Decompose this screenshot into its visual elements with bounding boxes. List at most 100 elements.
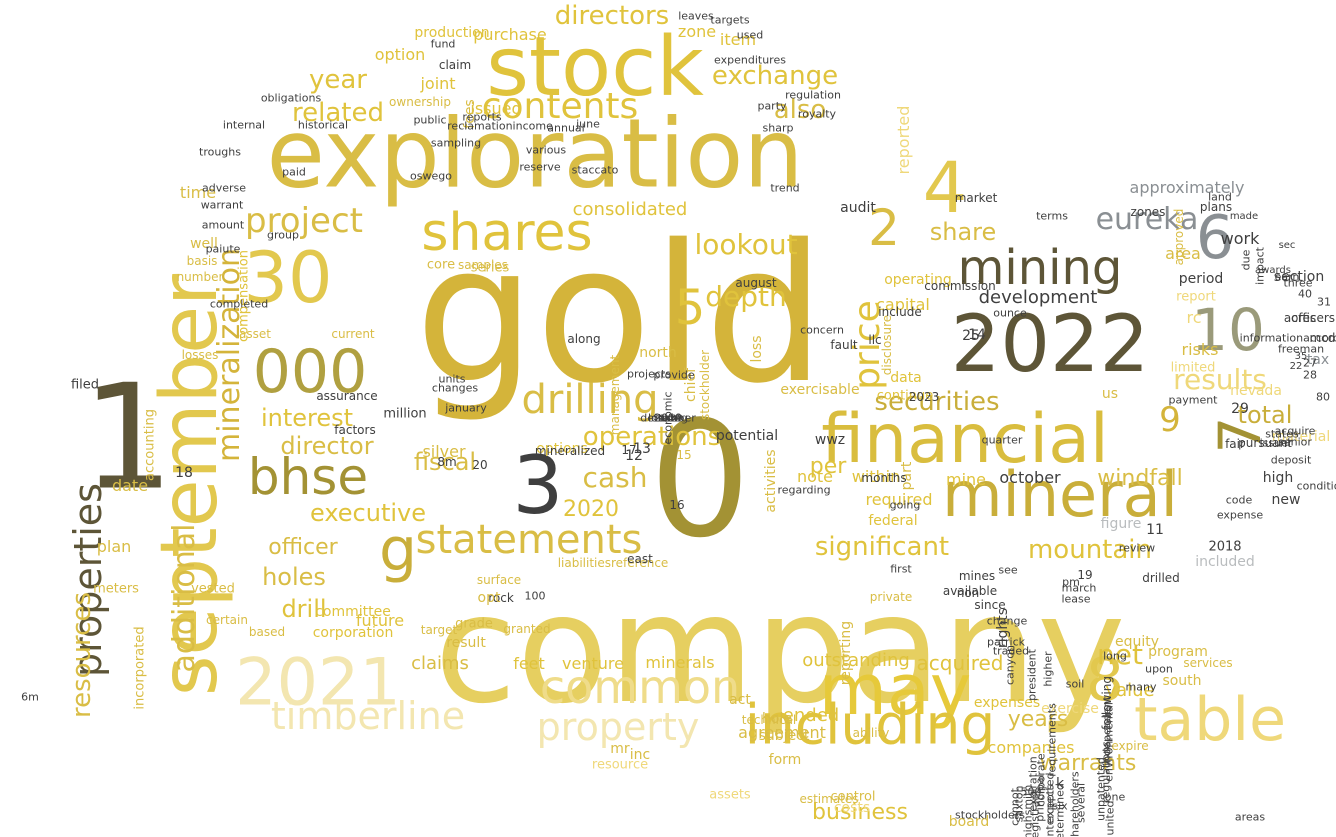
word-costs: costs [833, 800, 871, 816]
word-act: act [729, 692, 751, 708]
word-may: may [818, 649, 972, 731]
word-8m: 8m [437, 455, 457, 469]
word-common: common [539, 660, 741, 714]
word-claims: claims [411, 653, 469, 674]
word-compensation: compensation [236, 250, 252, 342]
word-llc: llc [868, 333, 882, 347]
word-depth: depth [705, 280, 787, 313]
word-29: 29 [1231, 401, 1249, 417]
word-liabilitiesreference: liabilitiesreference [557, 556, 669, 570]
word-exchange: exchange [711, 61, 839, 91]
word-drilled: drilled [1142, 571, 1180, 585]
word-target: target [420, 623, 458, 637]
word-11: 11 [1146, 522, 1164, 538]
word-expense: expense [1216, 508, 1264, 522]
word-share: share [929, 218, 997, 246]
word-mineralized: mineralized [534, 444, 606, 458]
word-code: code [1225, 493, 1253, 507]
word-minerals: minerals [645, 653, 715, 672]
word-number: number [176, 270, 224, 284]
word-projects: projects [627, 367, 671, 381]
word-potential: potential [715, 428, 779, 444]
word-also: also [773, 95, 827, 125]
word-resources: resources [67, 591, 97, 719]
word-losses: losses [181, 348, 219, 362]
word-development: development [978, 287, 1098, 308]
word-nevada: nevada [1230, 383, 1282, 399]
word-31: 31 [1317, 295, 1331, 309]
word-financial: financial [821, 400, 1109, 479]
word-figure: figure [1100, 516, 1142, 532]
word-accounting: accounting [142, 409, 158, 481]
word-president: president [1025, 649, 1039, 701]
word-based: based [248, 625, 286, 639]
word-note: note [796, 467, 834, 486]
word-stockholders: stockholders [955, 808, 1025, 822]
word-future: future [355, 611, 405, 630]
word-shares: shares [421, 203, 593, 263]
word-material: material [1271, 429, 1331, 445]
word-stockholder: stockholder [698, 349, 712, 421]
word-additional: additional [167, 523, 202, 673]
word-feet: feet [513, 654, 545, 673]
word-million: million [383, 406, 427, 422]
word-resource: resource [591, 757, 649, 773]
word-2: 2 [868, 199, 900, 257]
word-high: high [1262, 470, 1294, 486]
word-reserve: reserve [519, 160, 561, 174]
word-result: result [446, 635, 486, 651]
word-targets: targets [710, 13, 750, 27]
word-4: 4 [922, 147, 968, 229]
word-9: 9 [1159, 400, 1181, 440]
word-year: year [308, 65, 368, 95]
word-senior: senior [1278, 435, 1312, 449]
word-fault: fault [830, 338, 858, 352]
word-tax: tax [1306, 352, 1330, 368]
word-hole: hole [762, 711, 792, 727]
word-management: management [608, 354, 622, 436]
word-within: within [851, 467, 901, 486]
word-bhse: bhse [247, 448, 369, 506]
word-certain: certain [206, 613, 248, 627]
word-well: well [190, 236, 218, 252]
word-16: 16 [669, 498, 685, 512]
word-ended: ended [782, 705, 840, 726]
word-regarding: regarding [777, 483, 831, 497]
word-fiscal: fiscal [413, 448, 477, 476]
word-company: company [434, 563, 1126, 737]
word-requirements: requirements [1045, 703, 1059, 777]
word-inc: inc [629, 747, 651, 763]
word-board: board [948, 814, 990, 830]
word-sec: sec [1278, 240, 1296, 251]
word-form: form [768, 752, 802, 768]
word-2020: 2020 [563, 497, 619, 522]
word-required: required [865, 490, 933, 509]
word-total: total [1237, 401, 1293, 429]
word-rock: rock [488, 591, 514, 605]
word-meters: meters [93, 581, 139, 597]
word-0: 0 [649, 386, 751, 573]
word-public: public [413, 113, 447, 127]
word-adverse: adverse [201, 181, 247, 195]
word-obligations: obligations [260, 91, 322, 105]
word-terms: terms [1036, 209, 1068, 223]
word-opt: opt [477, 590, 501, 606]
word-capital: capital [876, 295, 930, 314]
word-option: option [374, 45, 426, 64]
word-mountain: mountain [1027, 535, 1153, 565]
word-19: 19 [1077, 568, 1093, 582]
word-issued: issued [470, 99, 522, 118]
word-gold: gold [414, 204, 826, 425]
word-private: private [869, 590, 913, 604]
word-27: 27 [1303, 356, 1317, 370]
word-sampling: sampling [430, 136, 482, 150]
word-oswego: oswego [410, 169, 452, 183]
word-expiration: expiration [1026, 756, 1040, 812]
word-project: project [244, 201, 364, 241]
word-acquire: acquire [1274, 424, 1316, 438]
word-assurance: assurance [316, 389, 378, 403]
word-lease: lease [1061, 592, 1091, 606]
word-seven: seven [653, 412, 683, 423]
word-risks: risks [1181, 340, 1219, 359]
